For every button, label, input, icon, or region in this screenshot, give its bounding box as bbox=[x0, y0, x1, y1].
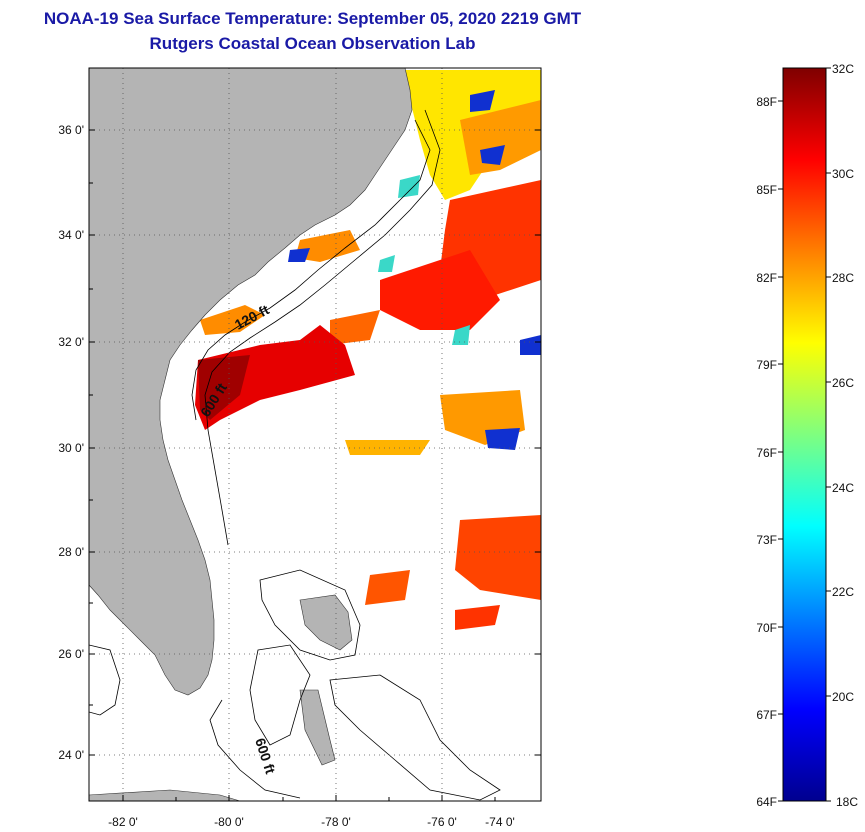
sst-cold-spot bbox=[288, 248, 310, 262]
graticule bbox=[89, 68, 541, 801]
map-frame bbox=[88, 67, 542, 802]
sst-patch-shelf-red bbox=[195, 325, 355, 430]
colorbar-celsius-label: 22C bbox=[832, 585, 854, 599]
sst-cool-spot bbox=[452, 325, 470, 345]
map-title: NOAA-19 Sea Surface Temperature: Septemb… bbox=[43, 9, 582, 28]
sst-cold-spot bbox=[520, 335, 541, 355]
sst-patch-shelf-darkred bbox=[198, 355, 250, 420]
colorbar-fahrenheit-label: 88F bbox=[756, 95, 777, 109]
colorbar-fahrenheit-label: 73F bbox=[756, 533, 777, 547]
bathymetry-contours bbox=[89, 109, 501, 801]
colorbar-celsius-label: 32C bbox=[832, 62, 854, 76]
colorbar-fahrenheit-label: 82F bbox=[756, 271, 777, 285]
lat-label: 26 0' bbox=[58, 647, 84, 661]
lat-label: 34 0' bbox=[58, 228, 84, 242]
colorbar-celsius-label: 20C bbox=[832, 690, 854, 704]
sst-patch-central-orange bbox=[330, 310, 380, 345]
sst-cool-spot bbox=[398, 175, 420, 198]
colorbar-gradient bbox=[782, 67, 827, 802]
land-bahamas-andros bbox=[299, 689, 336, 766]
sst-patch-coast-orange bbox=[200, 305, 265, 335]
colorbar-fahrenheit-label: 64F bbox=[756, 795, 777, 809]
sst-patch-central-red bbox=[380, 250, 500, 330]
map-subtitle: Rutgers Coastal Ocean Observation Lab bbox=[149, 34, 476, 53]
sst-patch-north-orange bbox=[460, 100, 541, 175]
land-cuba bbox=[89, 789, 241, 801]
colorbar-celsius-label: 30C bbox=[832, 167, 854, 181]
contour-120ft bbox=[191, 119, 431, 421]
lat-label: 32 0' bbox=[58, 335, 84, 349]
sst-patch-southeast-red bbox=[455, 515, 541, 600]
contour-bahamas-bank-east bbox=[329, 674, 501, 801]
land-bahamas-abaco bbox=[299, 594, 353, 651]
sst-patch-coast-orange-2 bbox=[295, 230, 360, 262]
colorbar-celsius-label: 28C bbox=[832, 271, 854, 285]
contour-gulf bbox=[89, 644, 121, 716]
lat-label: 28 0' bbox=[58, 545, 84, 559]
lon-label: -76 0' bbox=[427, 815, 457, 829]
colorbar: 32C 30C 28C 26C 24C 22C 20C 18C 88F 85F … bbox=[756, 62, 858, 809]
sst-patch-mid-yellow bbox=[345, 440, 430, 455]
sst-data-layer bbox=[195, 70, 541, 630]
lat-label: 30 0' bbox=[58, 441, 84, 455]
contour-600ft-south bbox=[209, 699, 301, 799]
sst-cold-spot bbox=[485, 428, 520, 450]
lat-label: 24 0' bbox=[58, 748, 84, 762]
colorbar-fahrenheit-label: 79F bbox=[756, 358, 777, 372]
sst-patch-south-orange bbox=[365, 570, 410, 605]
sst-cool-spot bbox=[378, 255, 395, 272]
colorbar-celsius-label: 18C bbox=[836, 795, 858, 809]
colorbar-celsius-label: 24C bbox=[832, 481, 854, 495]
contour-bahamas-bank-west bbox=[249, 644, 311, 746]
lon-label: -82 0' bbox=[108, 815, 138, 829]
frame-ticks bbox=[89, 129, 541, 801]
colorbar-fahrenheit-label: 76F bbox=[756, 446, 777, 460]
contour-600ft bbox=[204, 109, 441, 546]
sst-patch-south-red bbox=[455, 605, 500, 630]
colorbar-celsius-label: 26C bbox=[832, 376, 854, 390]
sst-cold-spot bbox=[470, 90, 495, 112]
sst-cold-spot bbox=[480, 145, 505, 165]
longitude-labels: -82 0' -80 0' -78 0' -76 0' -74 0' bbox=[108, 815, 515, 829]
contour-bahamas-bank-north bbox=[259, 569, 361, 661]
colorbar-fahrenheit-label: 85F bbox=[756, 183, 777, 197]
lon-label: -74 0' bbox=[485, 815, 515, 829]
lon-label: -80 0' bbox=[214, 815, 244, 829]
latitude-labels: 36 0' 34 0' 32 0' 30 0' 28 0' 26 0' 24 0… bbox=[58, 123, 84, 762]
lon-label: -78 0' bbox=[321, 815, 351, 829]
land-mainland bbox=[89, 68, 413, 696]
colorbar-fahrenheit-label: 70F bbox=[756, 621, 777, 635]
colorbar-fahrenheit-label: 67F bbox=[756, 708, 777, 722]
lat-label: 36 0' bbox=[58, 123, 84, 137]
